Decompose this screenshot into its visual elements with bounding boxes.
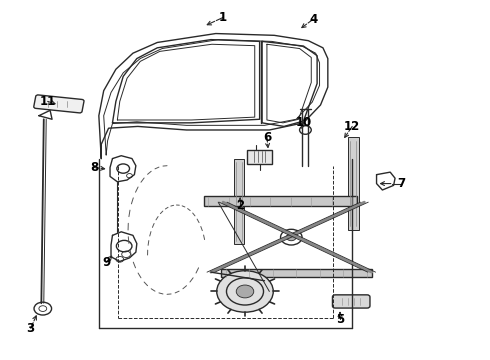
Circle shape <box>281 229 302 245</box>
Text: 6: 6 <box>263 131 271 144</box>
Circle shape <box>236 285 254 298</box>
Circle shape <box>217 271 273 312</box>
Text: 2: 2 <box>236 198 244 212</box>
Bar <box>234 158 244 244</box>
Text: 10: 10 <box>295 116 312 129</box>
Bar <box>247 150 272 163</box>
Text: 5: 5 <box>336 313 344 326</box>
Circle shape <box>287 234 296 241</box>
Text: 12: 12 <box>344 120 360 133</box>
FancyBboxPatch shape <box>34 95 84 113</box>
FancyBboxPatch shape <box>332 295 370 308</box>
Text: 3: 3 <box>26 322 35 335</box>
Text: 4: 4 <box>309 13 318 26</box>
Bar <box>220 269 372 277</box>
Bar <box>203 197 357 206</box>
Text: 9: 9 <box>102 256 110 269</box>
Text: 11: 11 <box>40 95 56 108</box>
Bar <box>348 137 359 230</box>
Text: 1: 1 <box>219 11 227 24</box>
Text: 7: 7 <box>397 177 405 190</box>
Text: 8: 8 <box>90 161 98 174</box>
